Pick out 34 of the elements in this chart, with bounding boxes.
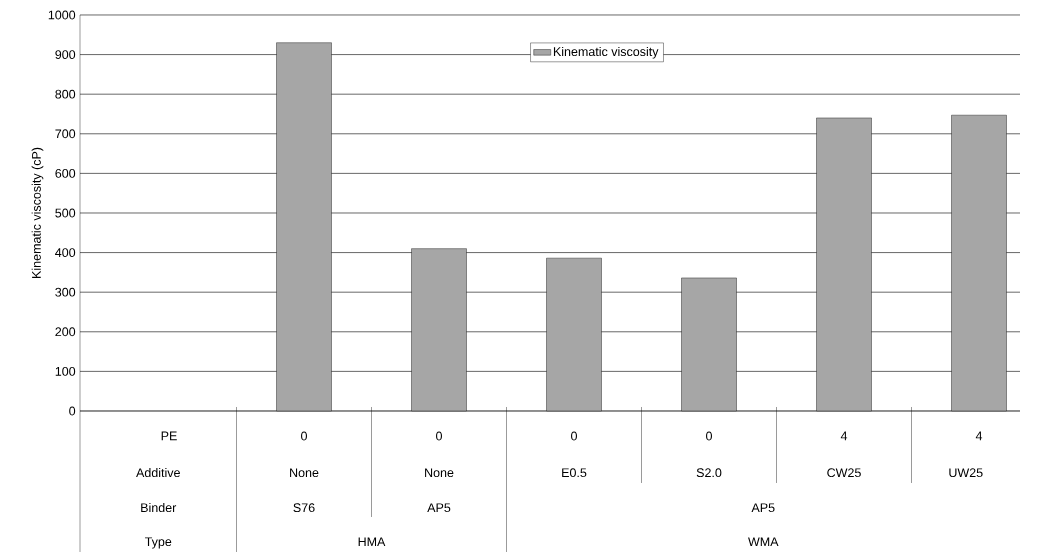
y-tick-label: 1000 xyxy=(48,10,76,20)
text: S76 xyxy=(293,503,315,513)
text: E0.5 xyxy=(562,468,587,478)
text: None xyxy=(290,468,319,478)
y-tick-label: 0 xyxy=(69,406,76,416)
y-tick-label: 600 xyxy=(55,168,76,178)
x-tick-label: 0 xyxy=(301,431,307,441)
x-tick-label: 4 xyxy=(975,431,983,441)
x-tick-label: PE xyxy=(161,431,177,441)
x-tick-label: 4 xyxy=(840,431,848,441)
y-tick-label: 500 xyxy=(55,208,76,218)
y-tick-label: 300 xyxy=(55,287,76,297)
text: Additive xyxy=(136,467,180,478)
text: Binder xyxy=(141,502,177,513)
y-tick-label: 100 xyxy=(55,366,76,376)
text: None xyxy=(425,468,454,478)
text: AP5 xyxy=(751,503,775,513)
text: HMA xyxy=(358,537,386,546)
text: WMA xyxy=(748,537,779,546)
y-tick-label: 900 xyxy=(55,50,76,59)
text: AP5 xyxy=(427,503,451,513)
text: UW25 xyxy=(949,468,983,478)
x-tick-label: 0 xyxy=(436,431,442,441)
x-tick-label: 0 xyxy=(571,431,577,441)
y-tick-label: 700 xyxy=(55,129,76,139)
y-tick-label: 800 xyxy=(55,89,76,99)
text: Type xyxy=(144,537,172,549)
legend-label: Kinematic viscosity xyxy=(553,46,659,59)
text: CW25 xyxy=(827,468,861,478)
y-axis-title: Kinematic viscosity (cP) xyxy=(31,147,44,278)
text: S2.0 xyxy=(696,468,722,478)
y-tick-label: 200 xyxy=(55,327,76,337)
y-tick-label: 400 xyxy=(55,248,76,257)
x-tick-label: 0 xyxy=(706,431,712,441)
